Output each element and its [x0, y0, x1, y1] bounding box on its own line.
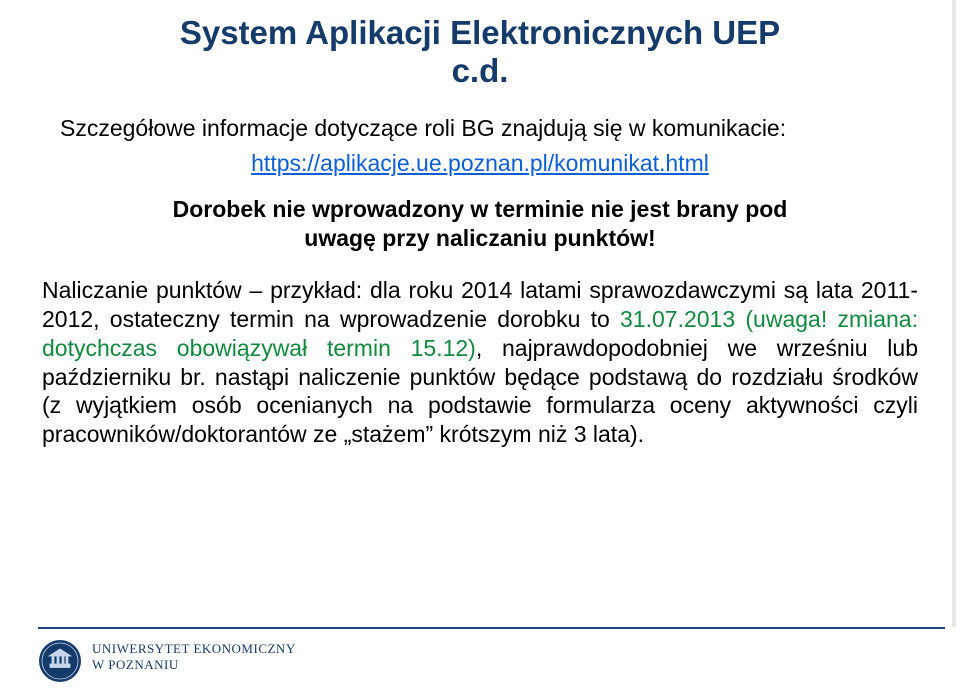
footer-text: UNIWERSYTET EKONOMICZNY W POZNANIU: [92, 641, 296, 672]
footer-line-1: UNIWERSYTET EKONOMICZNY: [92, 641, 296, 657]
side-stripe: [952, 0, 956, 627]
slide: System Aplikacji Elektronicznych UEP c.d…: [0, 0, 960, 697]
footer-line-2: W POZNANIU: [92, 657, 296, 673]
title-line-1: System Aplikacji Elektronicznych UEP: [0, 14, 960, 52]
title-line-2: c.d.: [0, 52, 960, 90]
communique-link[interactable]: https://aplikacje.ue.poznan.pl/komunikat…: [60, 150, 900, 177]
university-seal-icon: [38, 639, 82, 683]
footer: UNIWERSYTET EKONOMICZNY W POZNANIU: [0, 627, 960, 697]
body-paragraph: Naliczanie punktów – przykład: dla roku …: [42, 276, 918, 449]
warning-line-2: uwagę przy naliczaniu punktów!: [90, 224, 870, 253]
footer-rule: [38, 627, 945, 629]
warning-text: Dorobek nie wprowadzony w terminie nie j…: [90, 195, 870, 253]
warning-line-1: Dorobek nie wprowadzony w terminie nie j…: [90, 195, 870, 224]
intro-text: Szczegółowe informacje dotyczące roli BG…: [60, 114, 900, 144]
page-title: System Aplikacji Elektronicznych UEP c.d…: [0, 0, 960, 90]
